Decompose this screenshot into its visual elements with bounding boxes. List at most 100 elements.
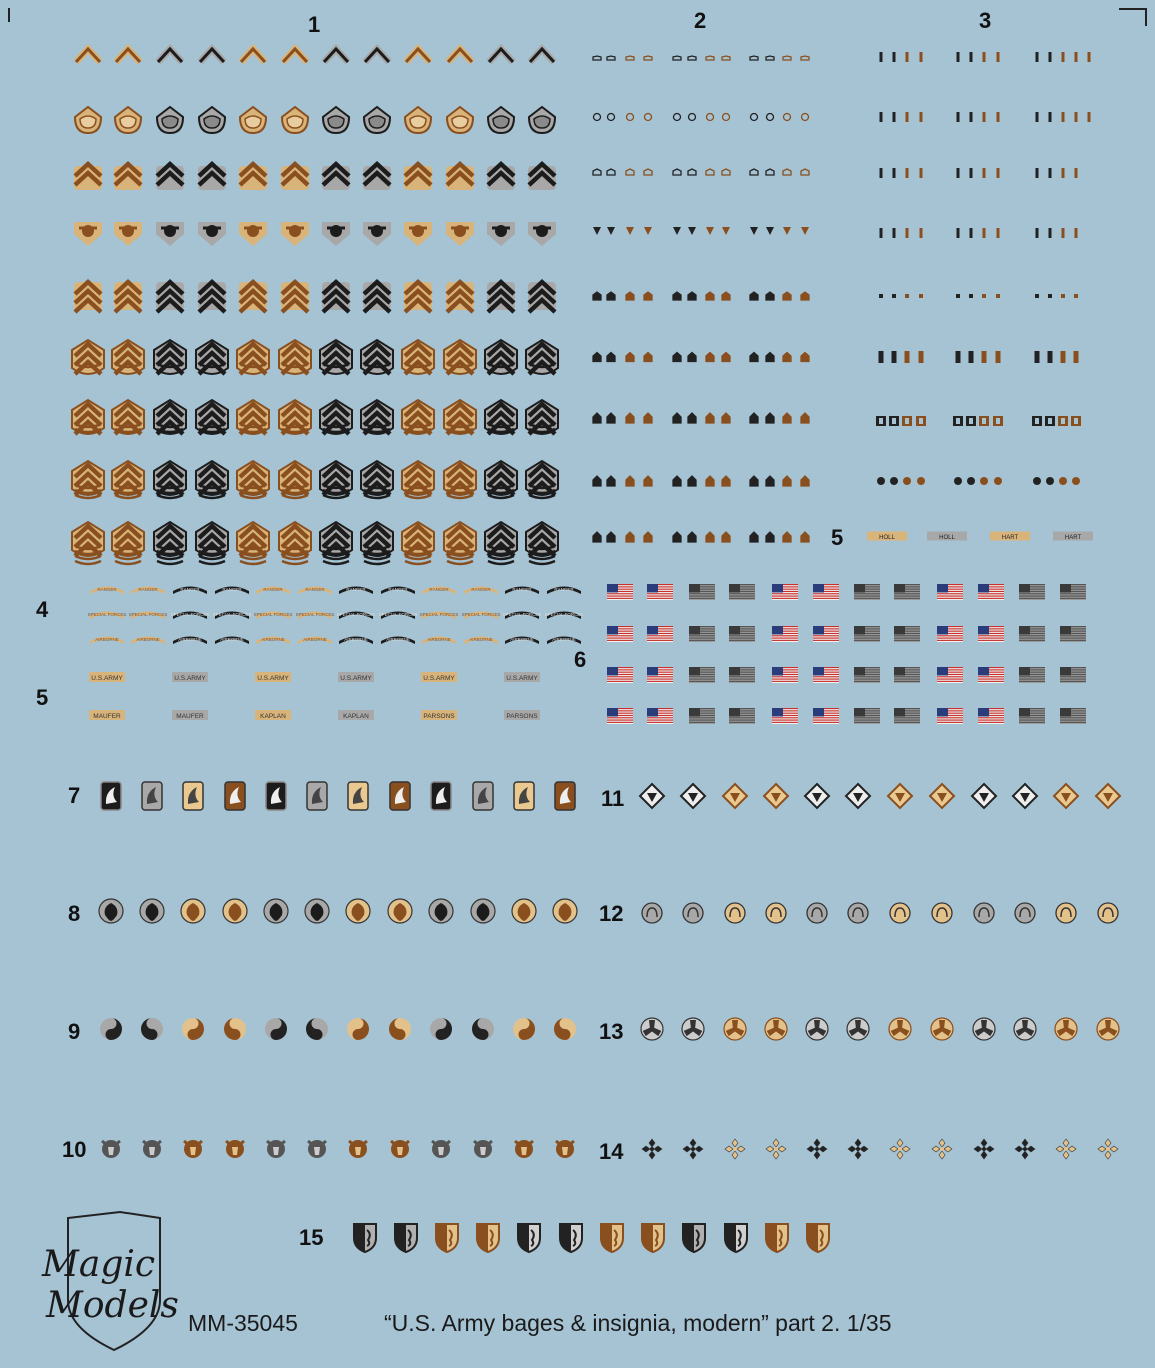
rank-chevron-icon (401, 398, 435, 436)
small-rank-icon (606, 112, 616, 122)
ring-patch-icon (973, 902, 995, 924)
us-flag-icon (894, 584, 920, 600)
officer-rank-icon (967, 477, 975, 485)
winged-shield-patch-icon (100, 781, 122, 811)
officer-rank-icon (879, 112, 883, 122)
rank-chevron-icon (360, 398, 394, 436)
officer-rank-icon (954, 477, 962, 485)
shield-patch-icon (476, 1223, 500, 1254)
rank-chevron-icon (486, 278, 516, 314)
ring-patch-icon (682, 902, 704, 924)
rank-chevron-icon (155, 278, 185, 314)
small-rank-icon (782, 351, 792, 363)
small-rank-icon (782, 412, 792, 424)
officer-rank-icon (1045, 416, 1055, 426)
arc-tab-text: RANGER (305, 587, 325, 592)
trefoil-patch-icon (1096, 1017, 1120, 1041)
small-rank-icon (782, 168, 792, 176)
officer-rank-icon (982, 168, 986, 178)
ivy-cross-patch-icon (682, 1138, 704, 1160)
us-army-tape: U.S.ARMY (338, 672, 374, 682)
shoulder-tab-arc: AIRBORNE (215, 636, 249, 644)
rank-chevron-icon (238, 105, 268, 135)
small-rank-icon (625, 168, 635, 176)
officer-rank-icon (905, 228, 909, 238)
leaf-disc-patch-icon (180, 898, 206, 924)
us-flag-icon (937, 626, 963, 642)
yin-yang-patch-icon (430, 1018, 452, 1040)
small-rank-icon (625, 531, 635, 543)
officer-rank-icon (905, 168, 909, 178)
officer-rank-icon (1034, 351, 1040, 363)
arc-tab-text: RANGER (180, 587, 200, 592)
leaf-disc-patch-icon (263, 898, 289, 924)
officer-rank-icon (892, 228, 896, 238)
arc-tab-text: RANGER (222, 587, 242, 592)
rank-chevron-icon (197, 278, 227, 314)
ivy-cross-patch-icon (724, 1138, 746, 1160)
officer-rank-icon (1074, 112, 1078, 122)
us-flag-icon (813, 584, 839, 600)
yin-yang-patch-icon (389, 1018, 411, 1040)
rank-chevron-icon (403, 43, 433, 65)
shoulder-tab-arc: SPECIAL FORCES (503, 611, 541, 619)
officer-rank-icon (969, 228, 973, 238)
officer-rank-icon (969, 294, 973, 298)
rank-chevron-icon (401, 459, 435, 500)
name-tape-text: KAPLAN (343, 713, 369, 720)
ring-patch-icon (1055, 902, 1077, 924)
officer-rank-icon (1060, 351, 1066, 363)
small-rank-icon (782, 531, 792, 543)
small-rank-icon (706, 227, 714, 235)
rank-chevron-icon (404, 222, 432, 246)
arc-tab-text: AIRBORNE (261, 637, 285, 642)
rank-chevron-icon (527, 278, 557, 314)
name-tab-text: HART (1065, 535, 1082, 541)
small-rank-icon (644, 227, 652, 235)
section-5-label-right: 5 (831, 525, 844, 550)
small-rank-icon (673, 227, 681, 235)
bull-head-patch-icon (142, 1139, 162, 1158)
officer-rank-icon (956, 52, 960, 62)
leaf-disc-patch-icon (98, 898, 124, 924)
shield-patch-icon (435, 1223, 459, 1254)
rank-chevron-icon (321, 105, 351, 135)
arc-tab-text: RANGER (388, 587, 408, 592)
us-army-tape-text: U.S.ARMY (174, 675, 206, 682)
rank-chevron-icon (197, 160, 227, 190)
rank-chevron-icon (198, 222, 226, 246)
shoulder-tab-arc: SPECIAL FORCES (171, 611, 209, 619)
arc-tab-text: AIRBORNE (386, 637, 410, 642)
rank-chevron-icon (363, 222, 391, 246)
shield-patch-icon (600, 1223, 624, 1254)
rank-chevron-icon (155, 43, 185, 65)
small-rank-icon (749, 412, 759, 424)
ring-patch-icon (806, 902, 828, 924)
rank-chevron-icon (527, 160, 557, 190)
small-rank-icon (687, 168, 697, 176)
small-rank-icon (721, 351, 731, 363)
officer-rank-icon (905, 52, 909, 62)
officer-rank-icon (919, 168, 923, 178)
rank-chevron-icon (319, 398, 353, 436)
arc-tab-text: SPECIAL FORCES (420, 612, 459, 617)
shield-patch-icon (682, 1223, 706, 1254)
small-rank-icon (800, 412, 810, 424)
us-flag-icon (894, 708, 920, 724)
us-flag-icon (1060, 626, 1086, 642)
arc-tab-text: SPECIAL FORCES (379, 612, 418, 617)
us-flag-icon (1019, 626, 1045, 642)
yin-yang-patch-icon (347, 1018, 369, 1040)
shoulder-tab-arc: RANGER (422, 586, 456, 594)
small-rank-icon (592, 168, 602, 176)
rank-chevron-icon (360, 520, 394, 566)
name-tape-text: PARSONS (423, 713, 455, 720)
small-rank-icon (606, 531, 616, 543)
small-rank-icon (606, 475, 616, 487)
yin-yang-patch-icon (513, 1018, 535, 1040)
small-rank-icon (765, 351, 775, 363)
name-tape-text: KAPLAN (260, 713, 286, 720)
rank-chevron-icon (73, 105, 103, 135)
shoulder-tab-arc: AIRBORNE (422, 636, 456, 644)
shoulder-tab-arc: RANGER (131, 586, 165, 594)
